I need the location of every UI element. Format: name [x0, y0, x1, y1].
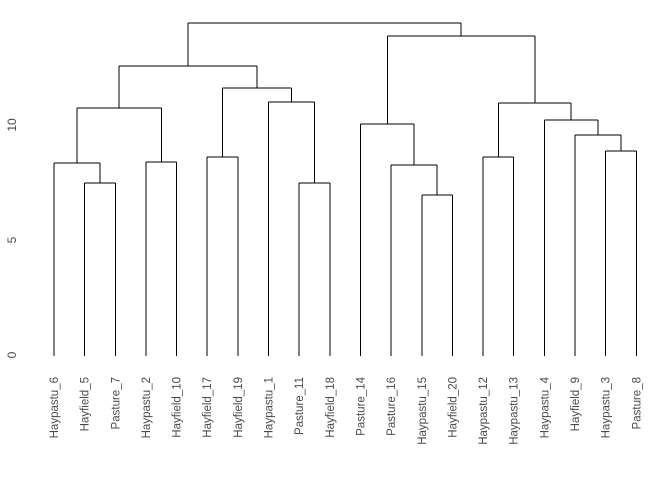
leaf-label: Haypastu_6 — [49, 377, 61, 438]
leaf-label: Haypastu_15 — [417, 377, 429, 445]
leaf-label: Hayfield_10 — [172, 377, 184, 438]
leaf-label: Hayfield_9 — [570, 377, 582, 431]
leaf-label: Hayfield_18 — [325, 377, 337, 438]
leaf-label: Haypastu_13 — [509, 377, 521, 445]
leaf-label: Haypastu_12 — [478, 377, 490, 445]
leaf-label: Hayfield_17 — [202, 377, 214, 438]
leaf-label: Hayfield_19 — [233, 377, 245, 438]
y-axis-tick-label: 0 — [5, 351, 19, 358]
leaf-label: Haypastu_4 — [539, 376, 551, 438]
leaf-label: Haypastu_3 — [601, 377, 613, 438]
leaf-label: Haypastu_1 — [264, 377, 276, 438]
leaf-label: Pasture_8 — [631, 377, 643, 429]
leaf-label: Pasture_7 — [110, 377, 122, 429]
leaf-label: Pasture_11 — [294, 377, 306, 435]
leaf-label: Hayfield_5 — [80, 377, 92, 431]
y-axis-tick-label: 10 — [5, 118, 19, 132]
y-axis-tick-label: 5 — [5, 236, 19, 243]
leaf-label: Haypastu_2 — [141, 377, 153, 438]
leaf-label: Pasture_14 — [355, 376, 367, 435]
leaf-label: Pasture_16 — [386, 377, 398, 436]
leaf-label: Hayfield_20 — [447, 377, 459, 438]
